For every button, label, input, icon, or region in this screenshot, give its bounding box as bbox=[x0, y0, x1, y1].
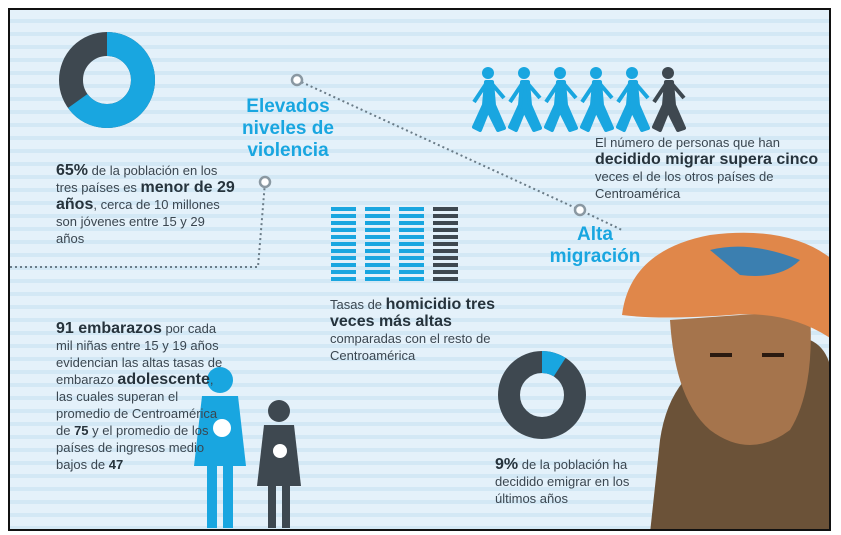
text-bold: 47 bbox=[109, 457, 123, 472]
walker-body bbox=[582, 82, 612, 130]
bar-stripe bbox=[331, 277, 356, 281]
migration-icon bbox=[474, 67, 684, 130]
bar-stripe bbox=[365, 249, 390, 253]
bar-stripe bbox=[399, 207, 424, 211]
bar-stripe bbox=[365, 270, 390, 274]
bar-stripe bbox=[331, 249, 356, 253]
bar-stripe bbox=[399, 249, 424, 253]
bar-stripe bbox=[399, 256, 424, 260]
bar-stripe bbox=[433, 270, 458, 274]
bar-stripe bbox=[365, 242, 390, 246]
text-bold: decidido migrar supera cinco bbox=[595, 151, 818, 168]
text: Tasas de bbox=[330, 297, 386, 312]
text: veces el de los otros países de Centroam… bbox=[595, 169, 774, 201]
bar-stripe bbox=[433, 256, 458, 260]
bar-stripe bbox=[399, 263, 424, 267]
bar-stripe bbox=[331, 221, 356, 225]
bar-stripe bbox=[365, 228, 390, 232]
bar-stripe bbox=[433, 207, 458, 211]
marker bbox=[575, 205, 585, 215]
walker-head bbox=[518, 67, 530, 79]
walker-head bbox=[482, 67, 494, 79]
bar-stripe bbox=[433, 242, 458, 246]
text-bold: adolescente bbox=[117, 371, 209, 388]
migration-text: El número de personas que han decidido m… bbox=[595, 134, 825, 202]
bar-stripe bbox=[331, 256, 356, 260]
bar-stripe bbox=[399, 270, 424, 274]
bar-stripe bbox=[433, 214, 458, 218]
walker-body bbox=[654, 82, 684, 130]
walker-body bbox=[474, 82, 504, 130]
bar-stripe bbox=[365, 263, 390, 267]
walker-head bbox=[662, 67, 674, 79]
child-leg bbox=[282, 486, 290, 528]
bar-stripe bbox=[365, 277, 390, 281]
bar-stripe bbox=[331, 270, 356, 274]
text-bold: 75 bbox=[74, 423, 88, 438]
walker-head bbox=[590, 67, 602, 79]
bar-stripe bbox=[331, 214, 356, 218]
mother-leg bbox=[223, 466, 233, 528]
bar-stripe bbox=[331, 242, 356, 246]
homicide-icon bbox=[331, 207, 458, 281]
marker bbox=[260, 177, 270, 187]
text: comparadas con el resto de Centroamérica bbox=[330, 331, 490, 363]
bar-stripe bbox=[399, 221, 424, 225]
infographic: Elevados niveles de violencia Alta migra… bbox=[8, 8, 831, 531]
bar-stripe bbox=[365, 214, 390, 218]
homicide-text: Tasas de homicidio tres veces más altas … bbox=[330, 296, 505, 364]
bar-stripe bbox=[365, 235, 390, 239]
bar-stripe bbox=[331, 235, 356, 239]
bar-stripe bbox=[399, 242, 424, 246]
bar-stripe bbox=[399, 214, 424, 218]
walker-body bbox=[510, 82, 540, 130]
bar-stripe bbox=[433, 263, 458, 267]
bar-stripe bbox=[365, 207, 390, 211]
text: El número de personas que han bbox=[595, 135, 780, 150]
photo bbox=[622, 233, 831, 531]
bar-stripe bbox=[399, 277, 424, 281]
bar-stripe bbox=[433, 221, 458, 225]
text-bold: 65% bbox=[56, 162, 88, 179]
migration-label: Alta migración bbox=[545, 224, 645, 268]
walker-head bbox=[626, 67, 638, 79]
bar-stripe bbox=[433, 277, 458, 281]
bar-stripe bbox=[331, 263, 356, 267]
emigration-text: 9% de la población ha decidido emigrar e… bbox=[495, 456, 635, 507]
text-bold: 91 embarazos bbox=[56, 320, 162, 337]
bar-stripe bbox=[399, 228, 424, 232]
page: Elevados niveles de violencia Alta migra… bbox=[0, 0, 841, 535]
marker bbox=[292, 75, 302, 85]
violence-label: Elevados niveles de violencia bbox=[238, 96, 338, 162]
bar-stripe bbox=[331, 228, 356, 232]
bar-stripe bbox=[433, 249, 458, 253]
bar-stripe bbox=[433, 235, 458, 239]
child-leg bbox=[268, 486, 276, 528]
bar-stripe bbox=[365, 221, 390, 225]
pregnancy-text: 91 embarazos por cada mil niñas entre 15… bbox=[56, 320, 226, 473]
bar-stripe bbox=[331, 207, 356, 211]
bar-stripe bbox=[433, 228, 458, 232]
bar-stripe bbox=[365, 256, 390, 260]
walker-head bbox=[554, 67, 566, 79]
mother-leg bbox=[207, 466, 217, 528]
baby bbox=[273, 444, 287, 458]
walker-body bbox=[546, 82, 576, 130]
walker-body bbox=[618, 82, 648, 130]
text-bold: 9% bbox=[495, 456, 518, 473]
child-head bbox=[268, 400, 290, 422]
youth-text: 65% de la población en los tres países e… bbox=[56, 162, 236, 247]
bar-stripe bbox=[399, 235, 424, 239]
